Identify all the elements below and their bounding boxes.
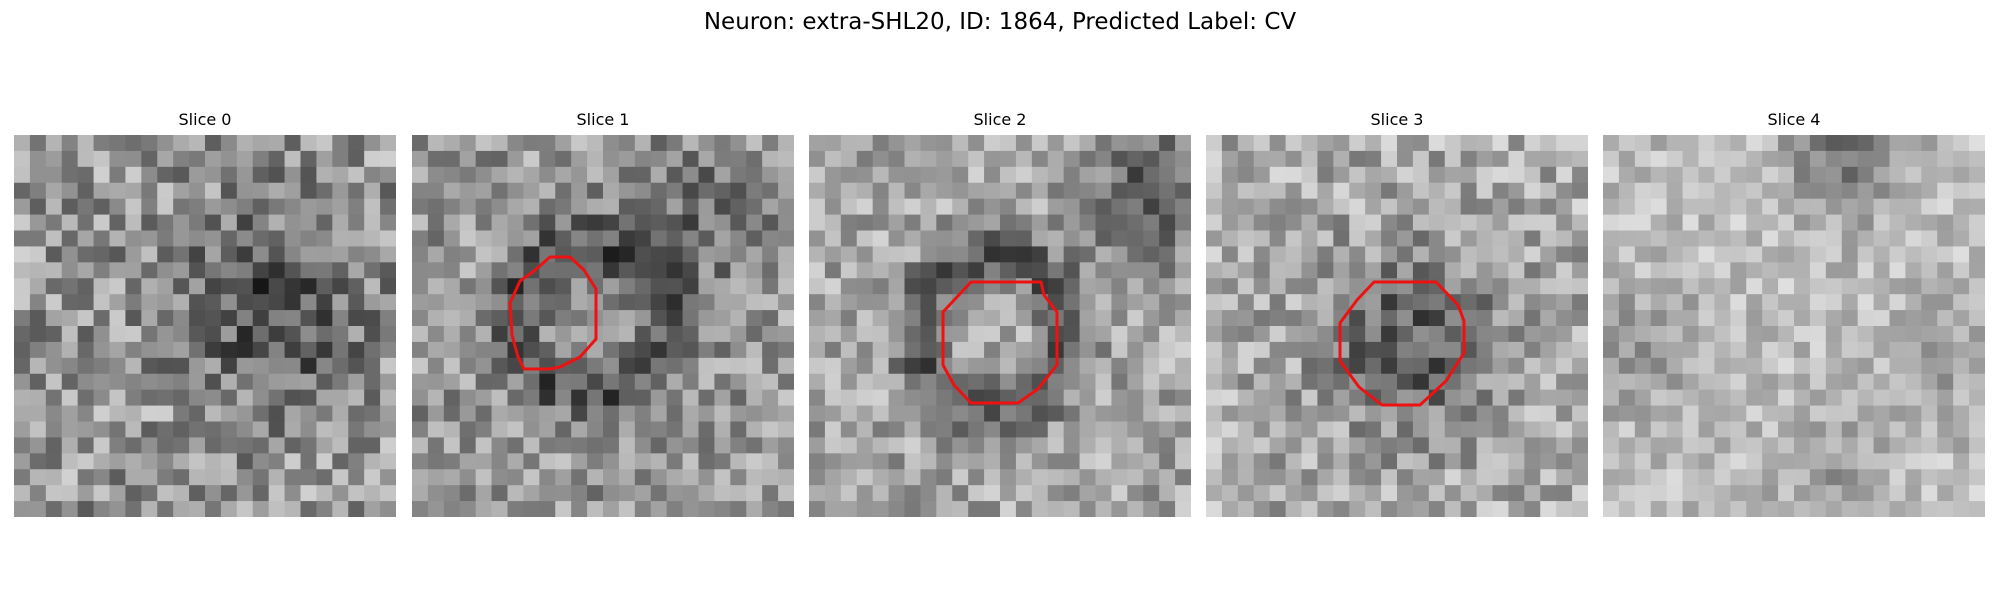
slice-4-pixels [1603, 135, 1985, 517]
slice-4-image [1603, 135, 1985, 517]
slice-0-image [14, 135, 396, 517]
slice-3-image [1206, 135, 1588, 517]
panel-title-slice-1: Slice 1 [576, 110, 630, 129]
slice-3-contour [1338, 280, 1466, 407]
slice-3-pixels [1206, 135, 1588, 517]
panel-title-slice-4: Slice 4 [1767, 110, 1821, 129]
slice-1-contour [508, 255, 598, 371]
panel-title-slice-3: Slice 3 [1370, 110, 1424, 129]
figure-title: Neuron: extra-SHL20, ID: 1864, Predicted… [703, 9, 1297, 35]
slice-1-pixels [412, 135, 794, 517]
panel-title-slice-0: Slice 0 [178, 110, 232, 129]
slice-0-pixels [14, 135, 396, 517]
slice-2-contour [941, 280, 1059, 405]
slice-2-pixels [809, 135, 1191, 517]
slice-2-image [809, 135, 1191, 517]
slice-1-image [412, 135, 794, 517]
panel-title-slice-2: Slice 2 [973, 110, 1027, 129]
